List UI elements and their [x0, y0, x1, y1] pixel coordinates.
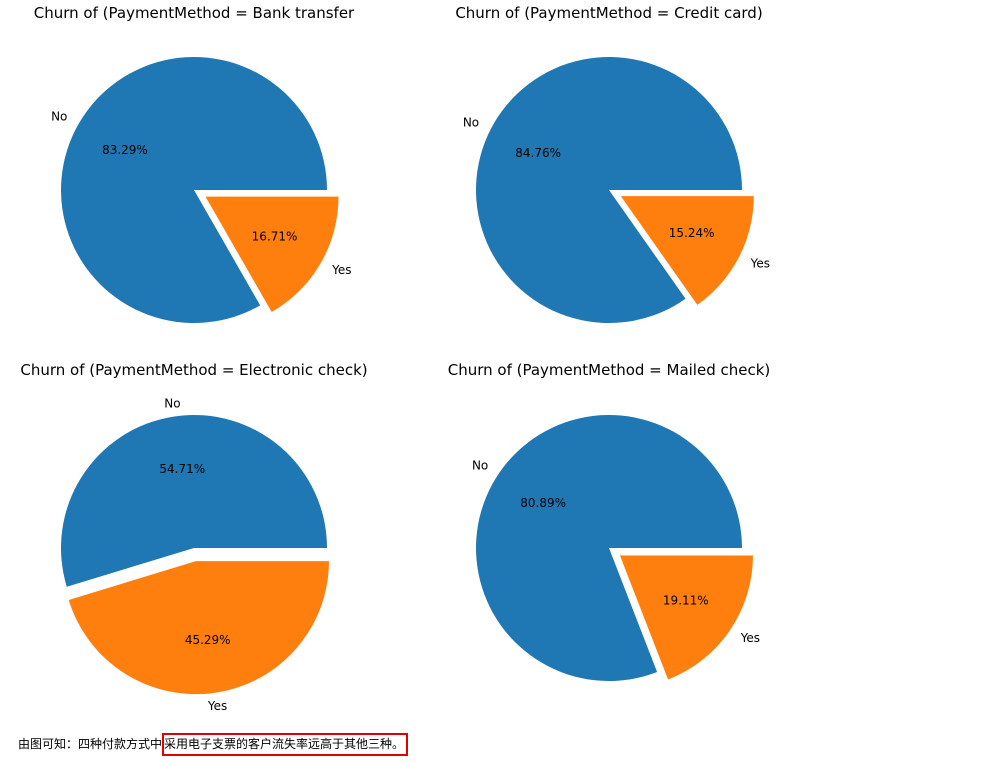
pie-slice-no — [61, 56, 327, 324]
pie-slice-yes — [68, 561, 329, 695]
slice-category-label: Yes — [331, 263, 351, 277]
pie-slice-no — [476, 57, 742, 323]
conclusion-caption: 由图可知：四种付款方式中 采用电子支票的客户流失率远高于其他三种。 — [18, 733, 409, 756]
slice-category-label: No — [472, 458, 488, 472]
chart-title: Churn of (PaymentMethod = Electronic che… — [20, 361, 367, 379]
chart-title: Churn of (PaymentMethod = Credit card) — [455, 4, 762, 22]
pie-slice-yes — [205, 196, 339, 313]
slice-percent-label: 19.11% — [663, 594, 709, 608]
slice-percent-label: 84.76% — [515, 146, 561, 160]
slice-category-label: Yes — [740, 631, 760, 645]
pie-charts-area: Churn of (PaymentMethod = Bank transfer 8… — [20, 4, 771, 713]
caption-highlight: 采用电子支票的客户流失率远高于其他三种。 — [162, 733, 409, 756]
slice-percent-label: 15.24% — [669, 226, 715, 240]
pie-chart-3: Churn of (PaymentMethod = Electronic che… — [20, 361, 367, 713]
slice-category-label: No — [463, 116, 479, 130]
pie-chart-4: Churn of (PaymentMethod = Mailed check) 8… — [448, 361, 771, 681]
slice-percent-label: 16.71% — [252, 230, 298, 244]
slice-category-label: Yes — [750, 257, 770, 271]
chart-title: Churn of (PaymentMethod = Mailed check) — [448, 361, 771, 379]
slice-percent-label: 45.29% — [185, 633, 231, 647]
slice-percent-label: 54.71% — [159, 462, 205, 476]
slice-percent-label: 80.89% — [520, 496, 566, 510]
pie-slice-no — [476, 415, 742, 681]
slice-category-label: No — [51, 110, 67, 124]
slice-category-label: No — [164, 396, 180, 410]
pie-slice-yes — [620, 196, 754, 305]
pie-chart-2: Churn of (PaymentMethod = Credit card) 84… — [455, 4, 770, 323]
caption-prefix: 由图可知：四种付款方式中 — [18, 737, 163, 751]
pie-slice-no — [61, 415, 328, 587]
pie-slice-yes — [619, 555, 753, 680]
chart-title: Churn of (PaymentMethod = Bank transfer — [34, 4, 355, 22]
slice-percent-label: 83.29% — [102, 143, 148, 157]
slice-category-label: Yes — [207, 699, 227, 713]
pie-chart-1: Churn of (PaymentMethod = Bank transfer 8… — [34, 4, 355, 324]
